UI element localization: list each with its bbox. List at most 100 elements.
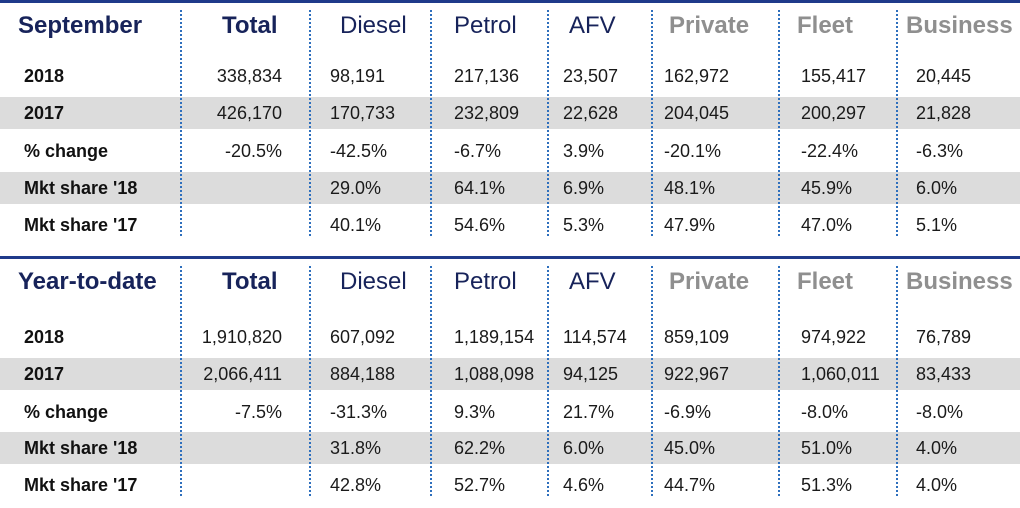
table-row: Mkt share '17 40.1% 54.6% 5.3% 47.9% 47.… — [0, 209, 1020, 241]
cell-private: 44.7% — [664, 474, 716, 495]
cell-fleet: -8.0% — [801, 401, 849, 422]
cell-diesel: 884,188 — [330, 363, 396, 384]
section-top-rule — [0, 256, 1020, 259]
cell-private: 48.1% — [664, 177, 716, 198]
row-label: 2017 — [24, 363, 65, 384]
cell-diesel: 31.8% — [330, 437, 382, 458]
cell-diesel: 40.1% — [330, 214, 382, 235]
column-divider — [309, 266, 311, 496]
table-row: Mkt share '18 31.8% 62.2% 6.0% 45.0% 51.… — [0, 432, 1020, 464]
table-row: 2017 426,170 170,733 232,809 22,628 204,… — [0, 97, 1020, 129]
cell-diesel: 170,733 — [330, 102, 396, 123]
table-row: 2017 2,066,411 884,188 1,088,098 94,125 … — [0, 358, 1020, 390]
column-divider — [651, 10, 653, 236]
col-header-fleet: Fleet — [797, 12, 854, 39]
cell-private: -6.9% — [664, 401, 712, 422]
col-header-business: Business — [906, 12, 1013, 39]
cell-diesel: -42.5% — [330, 140, 388, 161]
cell-private: -20.1% — [664, 140, 722, 161]
cell-petrol: 232,809 — [454, 102, 520, 123]
cell-afv: 5.3% — [563, 214, 605, 235]
cell-total: 1,910,820 — [201, 326, 282, 347]
cell-business: 5.1% — [916, 214, 958, 235]
cell-private: 922,967 — [664, 363, 730, 384]
section-title: September — [18, 12, 143, 39]
cell-fleet: 1,060,011 — [801, 363, 880, 384]
col-header-petrol: Petrol — [454, 12, 517, 39]
september-section: September Total Diesel Petrol AFV Privat… — [0, 0, 1020, 252]
row-label: % change — [24, 140, 109, 161]
cell-private: 204,045 — [664, 102, 730, 123]
row-label: Mkt share '17 — [24, 474, 138, 495]
column-divider — [180, 10, 182, 236]
row-label: 2018 — [24, 65, 65, 86]
col-header-petrol: Petrol — [454, 268, 517, 295]
row-label: Mkt share '18 — [24, 177, 138, 198]
cell-business: 21,828 — [916, 102, 972, 123]
cell-fleet: 45.9% — [801, 177, 853, 198]
cell-afv: 6.9% — [563, 177, 605, 198]
column-divider — [896, 266, 898, 496]
cell-fleet: 47.0% — [801, 214, 853, 235]
year-to-date-section: Year-to-date Total Diesel Petrol AFV Pri… — [0, 256, 1020, 508]
cell-afv: 21.7% — [563, 401, 615, 422]
row-label: Mkt share '18 — [24, 437, 138, 458]
cell-petrol: 9.3% — [454, 401, 496, 422]
cell-diesel: 42.8% — [330, 474, 382, 495]
cell-fleet: 155,417 — [801, 65, 867, 86]
col-header-business: Business — [906, 268, 1013, 295]
cell-business: 83,433 — [916, 363, 972, 384]
cell-afv: 114,574 — [563, 326, 627, 347]
column-divider — [430, 10, 432, 236]
cell-business: -6.3% — [916, 140, 964, 161]
col-header-afv: AFV — [569, 268, 616, 295]
col-header-diesel: Diesel — [340, 12, 407, 39]
cell-total: 2,066,411 — [203, 363, 282, 384]
cell-business: -8.0% — [916, 401, 964, 422]
column-divider — [896, 10, 898, 236]
cell-fleet: 200,297 — [801, 102, 867, 123]
col-header-diesel: Diesel — [340, 268, 407, 295]
cell-diesel: 29.0% — [330, 177, 382, 198]
row-label: 2017 — [24, 102, 65, 123]
table-row: 2018 338,834 98,191 217,136 23,507 162,9… — [0, 60, 1020, 92]
cell-afv: 94,125 — [563, 363, 619, 384]
cell-petrol: 1,088,098 — [454, 363, 535, 384]
col-header-total: Total — [222, 268, 278, 295]
cell-private: 47.9% — [664, 214, 716, 235]
cell-business: 20,445 — [916, 65, 972, 86]
cell-afv: 4.6% — [563, 474, 605, 495]
cell-total: 426,170 — [216, 102, 282, 123]
col-header-afv: AFV — [569, 12, 616, 39]
column-divider — [778, 266, 780, 496]
table-row: % change -7.5% -31.3% 9.3% 21.7% -6.9% -… — [0, 396, 1020, 428]
cell-petrol: 64.1% — [454, 177, 506, 198]
cell-private: 859,109 — [664, 326, 730, 347]
cell-petrol: 1,189,154 — [454, 326, 535, 347]
section-title: Year-to-date — [18, 268, 157, 295]
cell-diesel: 98,191 — [330, 65, 386, 86]
cell-total: -20.5% — [224, 140, 282, 161]
cell-total: -7.5% — [234, 401, 282, 422]
row-label: % change — [24, 401, 109, 422]
cell-business: 76,789 — [916, 326, 972, 347]
cell-fleet: 51.0% — [801, 437, 853, 458]
header-row: Year-to-date Total Diesel Petrol AFV Pri… — [0, 260, 1020, 304]
table-row: 2018 1,910,820 607,092 1,189,154 114,574… — [0, 321, 1020, 353]
header-row: September Total Diesel Petrol AFV Privat… — [0, 4, 1020, 48]
section-top-rule — [0, 0, 1020, 3]
row-label: Mkt share '17 — [24, 214, 138, 235]
column-divider — [778, 10, 780, 236]
cell-private: 162,972 — [664, 65, 730, 86]
cell-private: 45.0% — [664, 437, 716, 458]
cell-petrol: 54.6% — [454, 214, 506, 235]
cell-fleet: 51.3% — [801, 474, 853, 495]
table-row: % change -20.5% -42.5% -6.7% 3.9% -20.1%… — [0, 135, 1020, 167]
cell-fleet: -22.4% — [801, 140, 859, 161]
column-divider — [547, 10, 549, 236]
cell-total — [180, 432, 282, 464]
column-divider — [309, 10, 311, 236]
column-divider — [547, 266, 549, 496]
column-divider — [430, 266, 432, 496]
table-row: Mkt share '17 42.8% 52.7% 4.6% 44.7% 51.… — [0, 469, 1020, 501]
